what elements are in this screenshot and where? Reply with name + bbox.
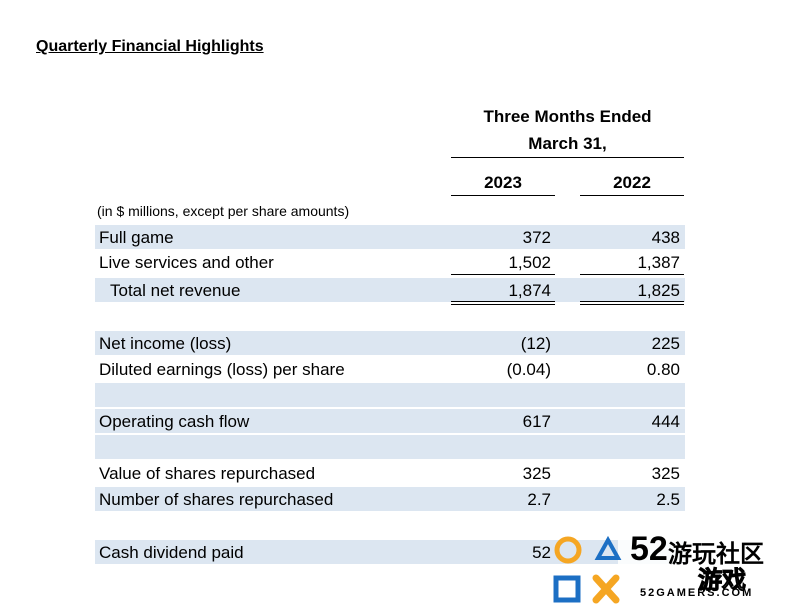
total-double-rule-2022-a bbox=[580, 301, 684, 302]
value-2023: 2.7 bbox=[527, 490, 551, 509]
value-2022: 438 bbox=[651, 228, 680, 247]
watermark-logo: 52 游玩社区 游戏 52GAMERS.COM bbox=[553, 528, 798, 610]
subtotal-rule-2022 bbox=[580, 274, 684, 275]
value-2022: 1,387 bbox=[637, 253, 680, 272]
value-2023: 1,502 bbox=[508, 253, 551, 272]
table-row-spacer bbox=[95, 383, 685, 407]
period-header-rule bbox=[451, 157, 684, 158]
row-label: Total net revenue bbox=[110, 281, 241, 300]
value-2022: 225 bbox=[651, 334, 680, 353]
row-label: Diluted earnings (loss) per share bbox=[99, 360, 345, 379]
year-2022-header: 2022 bbox=[613, 173, 651, 192]
row-label: Net income (loss) bbox=[99, 334, 232, 353]
value-2022: 325 bbox=[651, 464, 680, 483]
table-row-total-net-revenue: Total net revenue 1,874 1,825 bbox=[95, 278, 685, 302]
total-double-rule-2022-b bbox=[580, 304, 684, 305]
value-2022: 2.5 bbox=[656, 490, 680, 509]
table-row-operating-cash-flow: Operating cash flow 617 444 bbox=[95, 409, 685, 433]
table-row-number-shares-repurchased: Number of shares repurchased 2.7 2.5 bbox=[95, 487, 685, 511]
year-2022-rule bbox=[580, 195, 684, 196]
year-2023-rule bbox=[451, 195, 555, 196]
table-row-diluted-eps: Diluted earnings (loss) per share (0.04)… bbox=[95, 357, 685, 381]
table-row-live-services: Live services and other 1,502 1,387 bbox=[95, 250, 685, 274]
value-2022: 0.80 bbox=[646, 360, 680, 379]
value-2022: 1,825 bbox=[637, 281, 680, 300]
total-double-rule-2023-b bbox=[451, 304, 555, 305]
row-label: Live services and other bbox=[99, 253, 274, 272]
row-label: Number of shares repurchased bbox=[99, 490, 334, 509]
year-2023-header: 2023 bbox=[484, 173, 522, 192]
table-row-net-income: Net income (loss) (12) 225 bbox=[95, 331, 685, 355]
period-header-line1: Three Months Ended bbox=[483, 107, 652, 126]
value-2023: 372 bbox=[522, 228, 551, 247]
value-2023: 617 bbox=[522, 412, 551, 431]
value-2023: 325 bbox=[522, 464, 551, 483]
watermark-domain: 52GAMERS.COM bbox=[640, 587, 753, 599]
row-label: Operating cash flow bbox=[99, 412, 250, 431]
value-2023: 52 bbox=[532, 543, 551, 562]
subtotal-rule-2023 bbox=[451, 274, 555, 275]
period-header-line2: March 31, bbox=[528, 134, 607, 153]
watermark-chinese-bottom: 游戏 bbox=[698, 566, 746, 594]
row-label: Value of shares repurchased bbox=[99, 464, 316, 483]
total-double-rule-2023-a bbox=[451, 301, 555, 302]
value-2023: 1,874 bbox=[508, 281, 551, 300]
table-row-value-shares-repurchased: Value of shares repurchased 325 325 bbox=[95, 461, 685, 485]
row-label: Full game bbox=[99, 228, 174, 247]
watermark-chinese-top: 游玩社区 bbox=[668, 540, 764, 568]
row-label: Cash dividend paid bbox=[99, 543, 244, 562]
table-row-cash-dividend: Cash dividend paid 52 bbox=[95, 540, 685, 564]
watermark-number: 52 bbox=[630, 530, 668, 568]
page-title: Quarterly Financial Highlights bbox=[36, 38, 264, 55]
value-2023: (12) bbox=[520, 334, 551, 353]
value-2023: (0.04) bbox=[506, 360, 551, 379]
units-note: (in $ millions, except per share amounts… bbox=[97, 203, 350, 219]
value-2022: 444 bbox=[651, 412, 680, 431]
table-row-full-game: Full game 372 438 bbox=[95, 225, 685, 249]
table-row-spacer bbox=[95, 435, 685, 459]
